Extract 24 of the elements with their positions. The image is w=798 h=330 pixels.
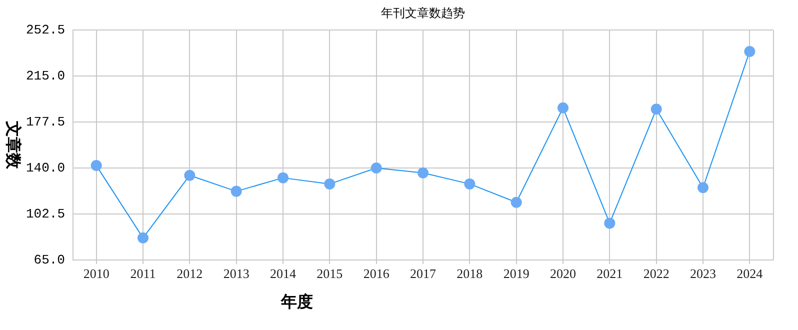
x-tick-label: 2017 <box>410 266 436 282</box>
x-tick-label: 2022 <box>643 266 670 282</box>
chart-title: 年刊文章数趋势 <box>381 6 465 20</box>
x-tick-label: 2010 <box>83 266 110 282</box>
x-tick-label: 2024 <box>736 266 764 282</box>
x-tick-label: 2014 <box>270 266 296 282</box>
x-tick-label: 2020 <box>550 266 576 282</box>
x-tick-label: 2018 <box>456 266 483 282</box>
y-tick-label: 252.5 <box>26 22 65 38</box>
y-tick-label: 215.0 <box>26 68 65 84</box>
y-tick-label: 177.5 <box>26 114 65 130</box>
y-tick-label: 102.5 <box>26 206 65 222</box>
x-tick-label: 2012 <box>176 266 203 282</box>
x-axis-title: 年度 <box>280 292 313 312</box>
y-axis-title: 文章数 <box>4 120 22 170</box>
x-tick-label: 2013 <box>223 266 250 282</box>
x-tick-label: 2021 <box>596 266 623 282</box>
x-tick-label: 2016 <box>363 266 390 282</box>
x-tick-label: 2019 <box>503 266 530 282</box>
x-tick-label: 2015 <box>316 266 343 282</box>
x-tick-label: 2011 <box>130 266 156 282</box>
y-tick-label: 140.0 <box>26 160 65 176</box>
x-tick-label: 2023 <box>690 266 716 282</box>
y-tick-label: 65.0 <box>34 252 65 268</box>
